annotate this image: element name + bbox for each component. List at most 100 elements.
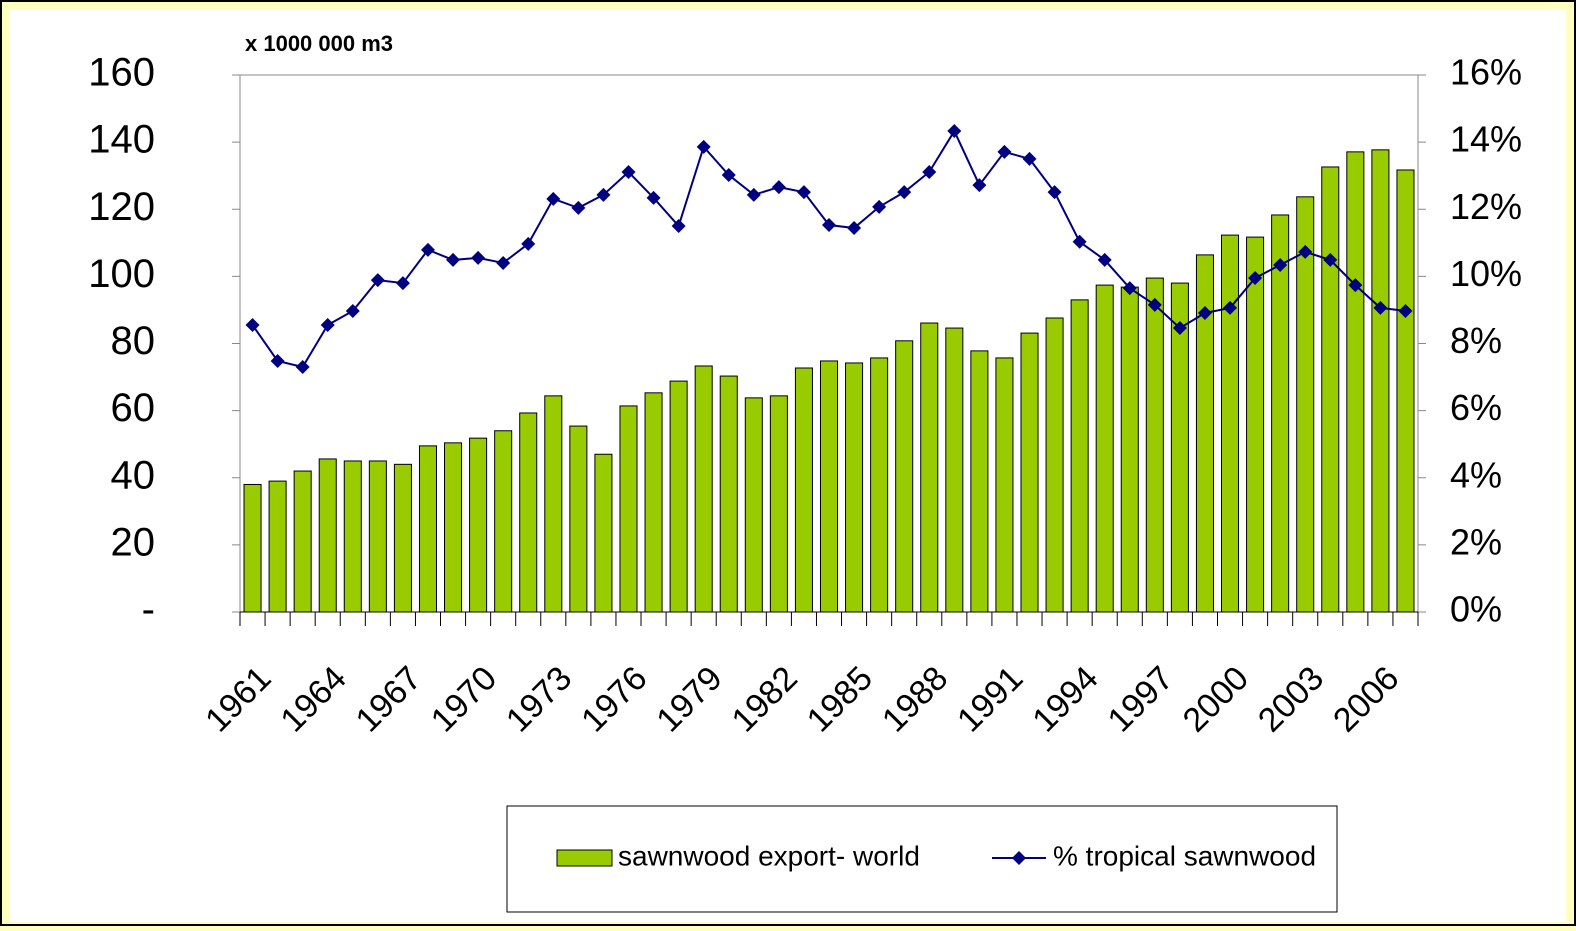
marker: [596, 187, 611, 202]
bar: [945, 327, 964, 613]
bar: [569, 425, 588, 613]
marker: [1197, 305, 1212, 320]
bar: [1120, 286, 1139, 613]
marker: [1273, 257, 1288, 272]
marker: [1248, 271, 1263, 286]
bar: [444, 442, 463, 613]
marker: [1348, 278, 1363, 293]
bar: [544, 395, 563, 613]
marker: [771, 180, 786, 195]
marker: [1022, 151, 1037, 166]
marker: [1398, 303, 1413, 318]
y-tick-label: 80: [111, 319, 156, 363]
bar: [1296, 196, 1315, 613]
marker: [546, 191, 561, 206]
marker: [1172, 321, 1187, 336]
legend-label: % tropical sawnwood: [1053, 840, 1316, 871]
bar: [1346, 151, 1365, 613]
bar: [1045, 317, 1064, 613]
marker: [922, 164, 937, 179]
bar: [1070, 299, 1089, 613]
bar: [1321, 166, 1340, 613]
marker: [1223, 300, 1238, 315]
marker: [245, 318, 260, 333]
bar: [1170, 282, 1189, 613]
marker: [1323, 252, 1338, 267]
bar: [318, 458, 337, 613]
bar: [1020, 332, 1039, 613]
marker: [496, 255, 511, 270]
marker: [947, 124, 962, 139]
y-tick-label: -: [142, 588, 155, 632]
bar: [393, 463, 412, 613]
y-tick-label: 20: [111, 520, 156, 564]
y2-tick-label: 4%: [1450, 454, 1502, 495]
marker: [822, 218, 836, 233]
bar: [1271, 214, 1290, 613]
marker: [997, 144, 1012, 159]
bar: [920, 322, 939, 613]
marker: [370, 273, 385, 288]
y2-tick-label: 12%: [1450, 186, 1522, 227]
bar: [669, 380, 688, 613]
marker: [446, 252, 461, 267]
marker: [1147, 297, 1162, 312]
marker: [1097, 252, 1112, 267]
bar: [870, 357, 889, 613]
marker: [1047, 185, 1062, 200]
marker: [721, 168, 736, 183]
bar: [744, 397, 763, 613]
y-tick-label: 160: [88, 51, 155, 95]
legend-swatch: [556, 849, 613, 867]
marker: [972, 178, 987, 193]
y2-tick-label: 14%: [1450, 119, 1522, 160]
marker: [395, 276, 410, 291]
bar: [895, 340, 914, 613]
bar: [1246, 236, 1265, 613]
marker: [1072, 234, 1087, 249]
bar: [845, 362, 864, 613]
marker: [1298, 244, 1313, 259]
y2-tick-label: 0%: [1450, 589, 1502, 630]
marker: [420, 242, 435, 257]
bar: [1220, 234, 1240, 613]
y-tick-label: 120: [88, 185, 155, 229]
marker: [696, 139, 711, 154]
y2-tick-label: 8%: [1450, 320, 1502, 361]
marker: [1122, 281, 1137, 296]
unit-label: x 1000 000 m3: [245, 31, 393, 56]
legend-label: sawnwood export- world: [618, 840, 920, 871]
bar: [594, 453, 613, 613]
bar: [1195, 254, 1214, 613]
bar: [293, 470, 312, 613]
bar: [243, 483, 262, 613]
bar: [769, 395, 788, 613]
marker: [471, 250, 486, 265]
y2-tick-label: 10%: [1450, 253, 1522, 294]
marker: [897, 185, 912, 200]
y-tick-label: 100: [88, 252, 155, 296]
marker: [847, 221, 862, 236]
marker: [521, 236, 536, 251]
bar: [995, 357, 1014, 613]
y-tick-label: 60: [111, 386, 156, 430]
marker: [646, 190, 661, 205]
y2-tick-label: 2%: [1450, 521, 1502, 562]
y-tick-label: 40: [111, 453, 156, 497]
marker: [872, 199, 887, 214]
marker: [621, 164, 636, 179]
bar: [1095, 284, 1114, 613]
marker: [671, 219, 686, 234]
marker: [345, 303, 360, 318]
marker: [796, 185, 811, 200]
y-tick-label: 140: [88, 118, 155, 162]
bar: [644, 392, 663, 613]
marker: [746, 187, 761, 202]
marker: [270, 353, 285, 368]
bar: [494, 430, 513, 613]
legend-box: [506, 805, 1338, 913]
bar: [268, 480, 287, 613]
bar: [368, 460, 387, 613]
bar: [343, 460, 362, 613]
